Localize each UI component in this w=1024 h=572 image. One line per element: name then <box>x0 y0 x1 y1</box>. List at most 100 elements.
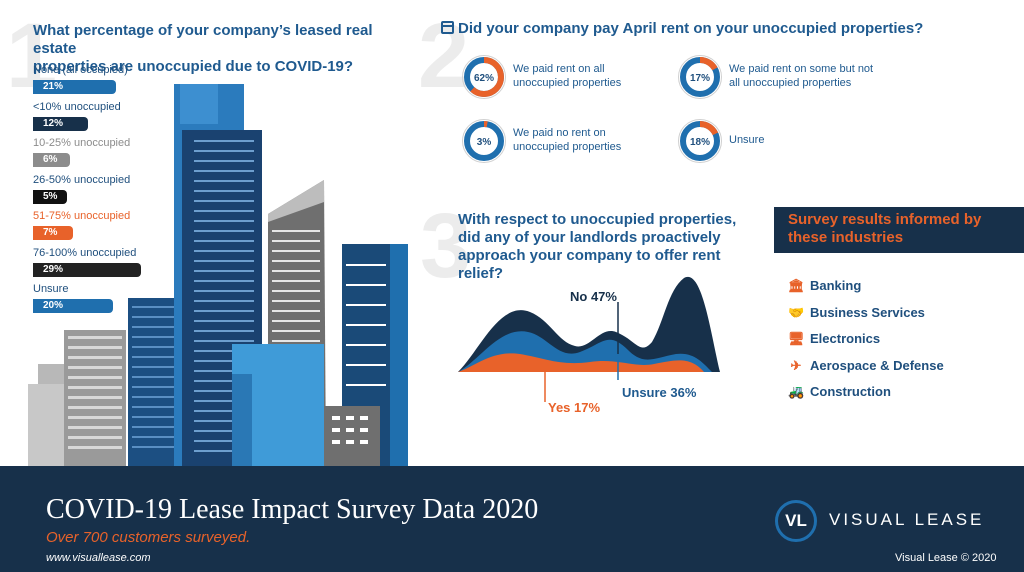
bar: 29% <box>33 262 141 277</box>
bar-value-label: 12% <box>43 117 64 129</box>
bar-category-label: 51-75% unoccupied <box>33 210 131 222</box>
donut-slice <box>680 121 720 161</box>
donut: 17% <box>678 55 722 99</box>
industry-item: 🤝 Business Services <box>788 304 925 322</box>
q2-title: Did your company pay April rent on your … <box>458 20 924 37</box>
q1-title-line2: properties are unoccupied due to COVID-1… <box>33 58 354 75</box>
handshake-icon: 🤝 <box>788 304 805 320</box>
donut-label-line2: unoccupied properties <box>513 141 622 153</box>
donut-slice <box>464 57 504 97</box>
bar: 20% <box>33 299 114 313</box>
donut-label: We paid no rent on unoccupied properties <box>513 126 621 154</box>
footer-banner <box>0 466 1024 572</box>
bar-value-label: 21% <box>43 81 64 92</box>
bar-track: 21% <box>33 80 117 94</box>
donut-item: 62% We paid rent on all unoccupied propert… <box>461 54 681 104</box>
bar: 7% <box>33 226 73 240</box>
footer-subtitle: Over 700 customers surveyed. <box>46 529 251 546</box>
q3-title-line1: With respect to unoccupied properties, <box>458 211 737 228</box>
logo-mark: VL <box>775 500 817 542</box>
bar-row: Unsure 20% <box>33 283 203 317</box>
donut: 3% <box>462 119 506 163</box>
footer-copyright: Visual Lease © 2020 <box>895 552 997 564</box>
industry-item: 🚜 Construction <box>788 383 891 401</box>
bar-value-label: 29% <box>43 263 64 275</box>
industry-label: Electronics <box>810 331 881 346</box>
industry-item: 🖥 Electronics <box>788 330 880 348</box>
bar-category-label: 76-100% unoccupied <box>33 246 137 259</box>
donut-label: Unsure <box>729 133 764 147</box>
bar-track: 5% <box>33 189 67 204</box>
bar: 5% <box>33 189 67 204</box>
bar-value-label: 7% <box>43 227 58 238</box>
section-number-3: 3 <box>420 195 472 297</box>
donut-label-line2: unoccupied properties <box>513 77 622 89</box>
q3-title-line2: did any of your landlords proactively <box>458 229 721 246</box>
area-series-yes <box>458 353 704 372</box>
donut-percent-label: 3% <box>477 137 492 148</box>
industry-label: Banking <box>810 278 862 293</box>
monitor-icon: 🖥 <box>788 331 805 346</box>
industry-item: ✈ Aerospace & Defense <box>788 357 944 375</box>
bank-icon: 🏛 <box>788 278 805 293</box>
area-label-yes: Yes 17% <box>548 400 601 415</box>
donut-label-line1: Unsure <box>729 134 765 146</box>
bar-value-label: 6% <box>43 154 58 165</box>
bar-track: 20% <box>33 299 114 313</box>
donut-outline <box>462 119 506 163</box>
logo-wordmark: VISUAL LEASE <box>829 510 985 529</box>
bar-row: <10% unoccupied 12% <box>33 101 203 135</box>
calendar-icon <box>441 21 454 34</box>
donut-outline <box>462 55 506 99</box>
donut-item: 3% We paid no rent on unoccupied propertie… <box>461 118 681 168</box>
bar-track: 7% <box>33 226 73 240</box>
industries-heading: Survey results informed by these industr… <box>774 207 1024 253</box>
q1-title-line1: What percentage of your company’s leased… <box>33 22 373 57</box>
industry-item: 🏛 Banking <box>788 277 861 295</box>
bar-row: 76-100% unoccupied 29% <box>33 247 203 281</box>
bar: 6% <box>33 153 70 167</box>
donut-label: We paid rent on some but not all unoccupi… <box>729 62 873 90</box>
footer-title: COVID-19 Lease Impact Survey Data 2020 <box>46 494 539 525</box>
bar-row: 26-50% unoccupied 5% <box>33 174 203 208</box>
industry-label: Aerospace & Defense <box>810 357 944 373</box>
bar-category-label: None (all occupied) <box>33 64 128 76</box>
industries-heading-line2: these industries <box>788 229 904 246</box>
airplane-icon: ✈ <box>790 357 802 373</box>
q3-title-line3: approach your company to offer rent reli… <box>458 247 721 282</box>
donut-label-line2: all unoccupied properties <box>729 77 852 89</box>
area-label-no: No 47% <box>570 289 617 304</box>
donut-outline <box>678 119 722 163</box>
industry-label: Business Services <box>810 304 925 320</box>
donut: 62% <box>462 55 506 99</box>
donut-outline <box>678 55 722 99</box>
bar-track: 6% <box>33 153 70 167</box>
rent-relief-area-chart <box>458 276 720 402</box>
donut-label: We paid rent on all unoccupied properties <box>513 62 621 90</box>
donut-item: 17% We paid rent on some but not all unocc… <box>677 54 897 104</box>
bar: 21% <box>33 80 117 94</box>
donut-item: 18% Unsure <box>677 118 897 168</box>
city-skyline-illustration <box>28 84 408 466</box>
bar-category-label: 26-50% unoccupied <box>33 173 131 186</box>
bar: 12% <box>33 116 89 131</box>
q3-title: With respect to unoccupied properties, d… <box>458 211 758 283</box>
donut-label-line1: We paid no rent on <box>513 127 606 139</box>
bar-value-label: 5% <box>43 190 58 202</box>
bar-value-label: 20% <box>43 300 64 311</box>
bar-category-label: 10-25% unoccupied <box>33 137 131 149</box>
bar-row: 51-75% unoccupied 7% <box>33 210 203 244</box>
donut-label-line1: We paid rent on all <box>513 63 605 75</box>
industry-label: Construction <box>810 384 891 399</box>
industries-heading-line1: Survey results informed by <box>788 211 982 228</box>
bar-track: 29% <box>33 262 141 277</box>
area-label-unsure: Unsure 36% <box>622 385 697 400</box>
bar-row: None (all occupied) 21% <box>33 64 203 98</box>
bar-category-label: Unsure <box>33 283 69 295</box>
q1-title: What percentage of your company’s leased… <box>33 22 413 76</box>
donut-label-line1: We paid rent on some but not <box>729 63 874 75</box>
donut-slice <box>464 121 504 161</box>
bar-category-label: <10% unoccupied <box>33 100 121 113</box>
bar-track: 12% <box>33 116 89 131</box>
footer-url[interactable]: www.visuallease.com <box>46 552 151 564</box>
